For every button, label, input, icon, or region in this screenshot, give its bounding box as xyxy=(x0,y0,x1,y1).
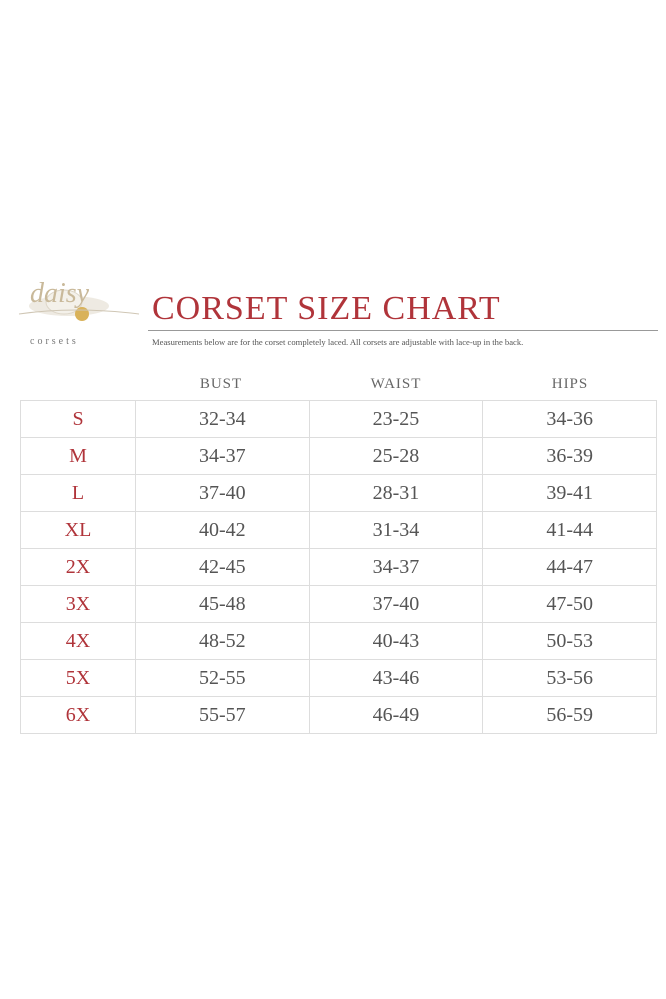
size-cell: 5X xyxy=(20,659,136,697)
measure-cell: 28-31 xyxy=(308,474,484,512)
measure-cell: 23-25 xyxy=(308,400,484,438)
logo-flower xyxy=(18,289,140,321)
measure-cell: 45-48 xyxy=(135,585,310,623)
logo-tagline: corsets xyxy=(30,336,79,347)
table-row: 5X 52-55 43-46 53-56 xyxy=(20,659,657,697)
measure-cell: 48-52 xyxy=(135,622,310,660)
measure-cell: 53-56 xyxy=(482,659,657,697)
measure-cell: 52-55 xyxy=(135,659,310,697)
measure-cell: 36-39 xyxy=(482,437,657,475)
table-row: XL 40-42 31-34 41-44 xyxy=(20,511,657,549)
size-cell: 6X xyxy=(20,696,136,734)
table-row: S 32-34 23-25 34-36 xyxy=(20,400,657,438)
table-row: 6X 55-57 46-49 56-59 xyxy=(20,696,657,734)
measure-cell: 43-46 xyxy=(308,659,484,697)
logo-name: daisy xyxy=(30,278,90,309)
size-cell: M xyxy=(20,437,136,475)
subtitle: Measurements below are for the corset co… xyxy=(152,337,524,347)
title-rule xyxy=(148,330,658,331)
size-cell: 4X xyxy=(20,622,136,660)
measure-cell: 44-47 xyxy=(482,548,657,586)
measure-cell: 37-40 xyxy=(135,474,310,512)
measure-cell: 39-41 xyxy=(482,474,657,512)
measure-cell: 47-50 xyxy=(482,585,657,623)
measure-cell: 40-42 xyxy=(135,511,310,549)
title: CORSET SIZE CHART xyxy=(152,290,501,327)
measure-cell: 42-45 xyxy=(135,548,310,586)
size-cell: S xyxy=(20,400,136,438)
measure-cell: 46-49 xyxy=(308,696,484,734)
measure-cell: 40-43 xyxy=(308,622,484,660)
size-cell: 3X xyxy=(20,585,136,623)
measure-cell: 34-36 xyxy=(482,400,657,438)
table-row: 4X 48-52 40-43 50-53 xyxy=(20,622,657,660)
measure-cell: 37-40 xyxy=(308,585,484,623)
measure-cell: 34-37 xyxy=(135,437,310,475)
column-header: HIPS xyxy=(551,376,589,392)
column-header: BUST xyxy=(199,376,243,392)
size-cell: 2X xyxy=(20,548,136,586)
measure-cell: 32-34 xyxy=(135,400,310,438)
measure-cell: 56-59 xyxy=(482,696,657,734)
size-cell: XL xyxy=(20,511,136,549)
size-cell: L xyxy=(20,474,136,512)
measure-cell: 25-28 xyxy=(308,437,484,475)
measure-cell: 55-57 xyxy=(135,696,310,734)
table-row: L 37-40 28-31 39-41 xyxy=(20,474,657,512)
table-row: 2X 42-45 34-37 44-47 xyxy=(20,548,657,586)
size-table: S 32-34 23-25 34-36 M 34-37 25-28 36-39 L 37-40 28… xyxy=(20,400,657,734)
table-row: M 34-37 25-28 36-39 xyxy=(20,437,657,475)
table-row: 3X 45-48 37-40 47-50 xyxy=(20,585,657,623)
measure-cell: 34-37 xyxy=(308,548,484,586)
measure-cell: 41-44 xyxy=(482,511,657,549)
measure-cell: 50-53 xyxy=(482,622,657,660)
measure-cell: 31-34 xyxy=(308,511,484,549)
column-header: WAIST xyxy=(370,376,422,392)
